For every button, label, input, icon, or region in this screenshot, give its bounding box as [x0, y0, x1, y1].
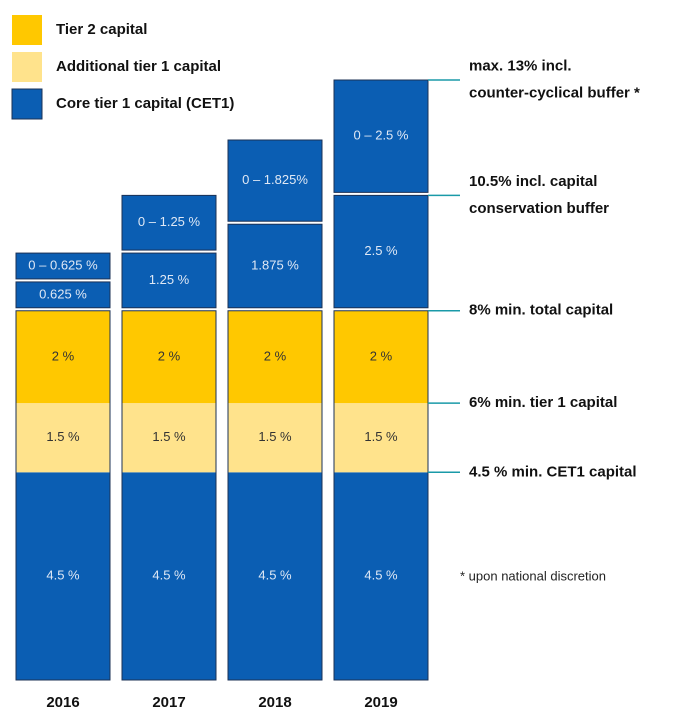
x-tick-label: 2019 — [364, 694, 397, 711]
value-label: 1.5 % — [364, 429, 398, 444]
bar-segment — [16, 310, 110, 404]
value-label: 4.5 % — [258, 568, 292, 583]
legend-swatch — [12, 52, 42, 82]
bar-segment — [122, 310, 216, 404]
bar-segment — [334, 310, 428, 404]
value-label: 1.5 % — [46, 429, 80, 444]
bar-outline — [227, 310, 323, 681]
value-label: 2.5 % — [364, 243, 398, 258]
buffer-segment — [121, 194, 217, 251]
buffer-segment — [333, 79, 429, 193]
value-label: 1.25 % — [149, 272, 190, 287]
bar-segment — [334, 472, 428, 680]
value-label: 0 – 1.25 % — [138, 214, 201, 229]
x-tick-label: 2017 — [152, 694, 185, 711]
value-label: 0 – 2.5 % — [354, 128, 409, 143]
value-label: 2 % — [264, 348, 287, 363]
value-label: 2 % — [370, 348, 393, 363]
buffer-segment — [15, 252, 111, 280]
value-label: 4.5 % — [152, 568, 186, 583]
bar-segment — [16, 472, 110, 680]
bar-outline — [15, 310, 111, 681]
value-label: 4.5 % — [46, 568, 80, 583]
legend-label: Core tier 1 capital (CET1) — [56, 95, 234, 112]
value-label: 2 % — [158, 348, 181, 363]
value-label: 4.5 % — [364, 568, 398, 583]
x-tick-label: 2016 — [46, 694, 79, 711]
annotation-text: max. 13% incl. — [469, 57, 572, 74]
bar-segment — [122, 403, 216, 473]
footnote: * upon national discretion — [460, 568, 606, 583]
bar-segment — [16, 403, 110, 473]
bar-outline — [333, 310, 429, 681]
annotation-text: 10.5% incl. capital — [469, 173, 597, 190]
value-label: 0 – 1.825% — [242, 172, 308, 187]
bar-segment — [122, 472, 216, 680]
bar-segment — [228, 310, 322, 404]
value-label: 0.625 % — [39, 286, 87, 301]
value-label: 0 – 0.625 % — [28, 257, 98, 272]
value-label: 1.5 % — [152, 429, 186, 444]
buffer-segment — [15, 281, 111, 309]
legend-swatch — [12, 15, 42, 45]
annotation-text: counter-cyclical buffer * — [469, 84, 640, 101]
annotation-text: conservation buffer — [469, 200, 609, 217]
legend-swatch — [11, 88, 43, 120]
annotation-text: 4.5 % min. CET1 capital — [469, 463, 637, 480]
x-tick-label: 2018 — [258, 694, 291, 711]
buffer-segment — [121, 252, 217, 309]
buffer-segment — [227, 139, 323, 222]
buffer-segment — [227, 223, 323, 309]
bar-segment — [334, 403, 428, 473]
legend-label: Tier 2 capital — [56, 21, 147, 38]
buffer-segment — [333, 194, 429, 309]
annotation-text: 8% min. total capital — [469, 302, 613, 319]
legend-label: Additional tier 1 capital — [56, 58, 221, 75]
value-label: 1.875 % — [251, 257, 299, 272]
bar-outline — [121, 310, 217, 681]
value-label: 1.5 % — [258, 429, 292, 444]
bar-segment — [228, 403, 322, 473]
annotation-text: 6% min. tier 1 capital — [469, 394, 617, 411]
bar-segment — [228, 472, 322, 680]
value-label: 2 % — [52, 348, 75, 363]
